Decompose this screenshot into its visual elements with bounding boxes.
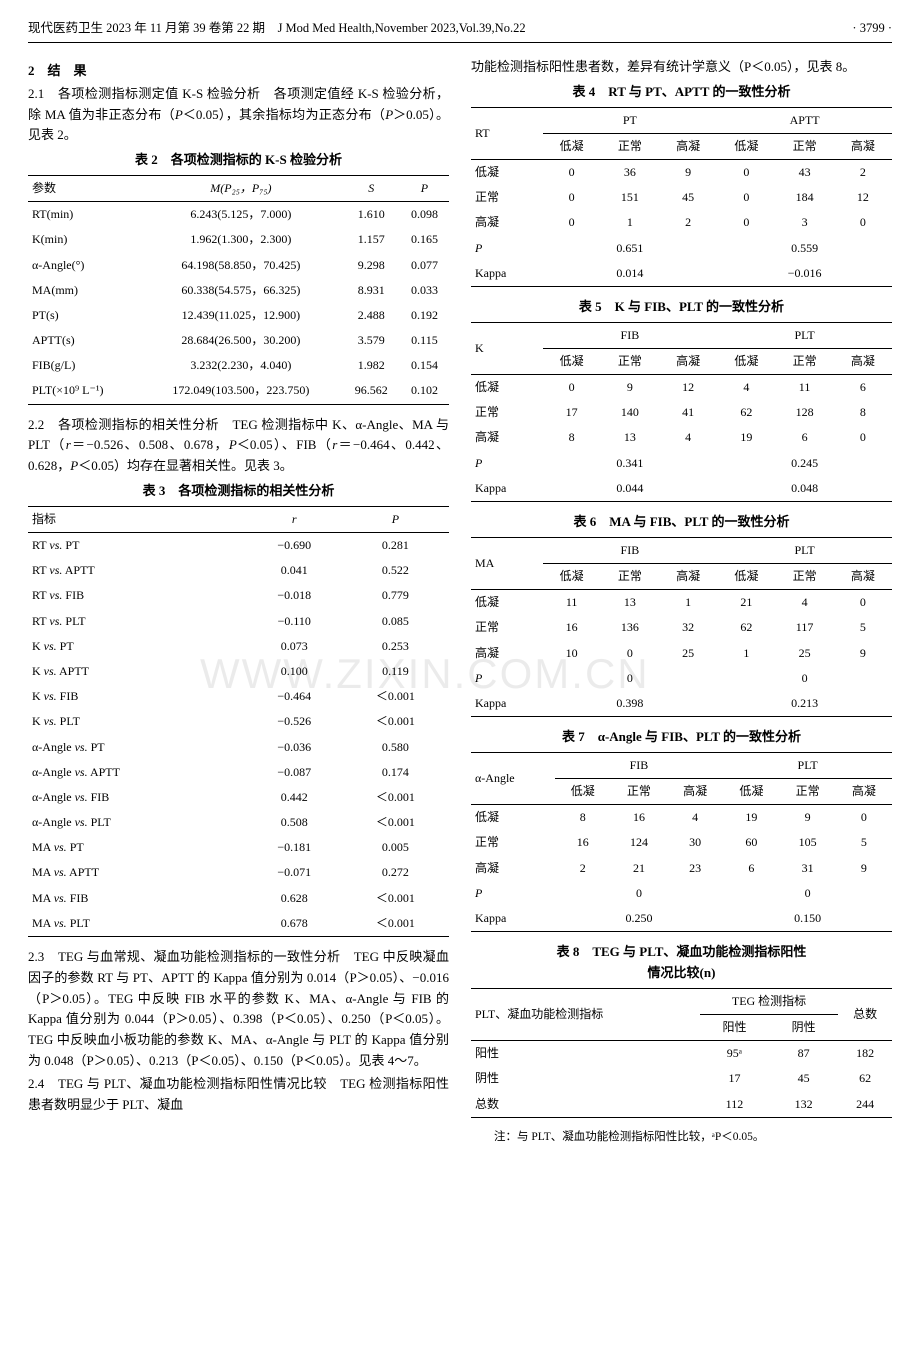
- table-row: FIB(g/L)3.232(2.230，4.040)1.9820.154: [28, 353, 449, 378]
- journal-info: 现代医药卫生 2023 年 11 月第 39 卷第 22 期 J Mod Med…: [28, 18, 526, 38]
- table-row: 正常1613632621175: [471, 615, 892, 640]
- table-row: 正常1612430601055: [471, 830, 892, 855]
- table-3: 表 3 各项检测指标的相关性分析 指标 r P RT vs. PT−0.6900…: [28, 481, 449, 937]
- table6: 表 6 MA 与 FIB、PLT 的一致性分析 MA FIB PLT 低凝正常高…: [471, 512, 892, 717]
- para-2-1: 2.1 各项检测指标测定值 K-S 检验分析 各项测定值经 K-S 检验分析，除…: [28, 84, 449, 146]
- table-row: 阳性95ᵃ87182: [471, 1041, 892, 1067]
- table7-caption: 表 7 α-Angle 与 FIB、PLT 的一致性分析: [471, 727, 892, 748]
- para-2-3: 2.3 TEG 与血常规、凝血功能检测指标的一致性分析 TEG 中反映凝血因子的…: [28, 947, 449, 1072]
- table-row: 高凝100251259: [471, 641, 892, 666]
- table-row: PLT(×10⁹ L⁻¹)172.049(103.500，223.750)96.…: [28, 378, 449, 404]
- table-row: MA vs. PT−0.1810.005: [28, 835, 449, 860]
- table-row: 低凝81641990: [471, 805, 892, 831]
- table-row: RT(min)6.243(5.125，7.000)1.6100.098: [28, 202, 449, 228]
- table-row: α-Angle vs. PT−0.0360.580: [28, 735, 449, 760]
- section-2-heading: 2 结 果: [28, 61, 449, 82]
- table-row: MA vs. FIB0.628＜0.001: [28, 886, 449, 911]
- table-row: α-Angle vs. APTT−0.0870.174: [28, 760, 449, 785]
- table-row: PT(s)12.439(11.025，12.900)2.4880.192: [28, 303, 449, 328]
- table-row: K vs. PT0.0730.253: [28, 634, 449, 659]
- table-row: α-Angle vs. FIB0.442＜0.001: [28, 785, 449, 810]
- table-row: 阴性174562: [471, 1066, 892, 1091]
- table-row: K vs. APTT0.1000.119: [28, 659, 449, 684]
- table-row: APTT(s)28.684(26.500，30.200)3.5790.115: [28, 328, 449, 353]
- table-row: 低凝09124116: [471, 375, 892, 401]
- table-row: RT vs. PLT−0.1100.085: [28, 609, 449, 634]
- table-row: 高凝012030: [471, 210, 892, 235]
- table-row: 总数112132244: [471, 1092, 892, 1118]
- table4-caption: 表 4 RT 与 PT、APTT 的一致性分析: [471, 82, 892, 103]
- table-row: 低凝03690432: [471, 159, 892, 185]
- table-row: 高凝81341960: [471, 425, 892, 450]
- table-row: 低凝111312140: [471, 590, 892, 616]
- table6-caption: 表 6 MA 与 FIB、PLT 的一致性分析: [471, 512, 892, 533]
- left-column: 2 结 果 2.1 各项检测指标测定值 K-S 检验分析 各项测定值经 K-S …: [28, 55, 449, 1146]
- table-row: α-Angle vs. PLT0.508＜0.001: [28, 810, 449, 835]
- table-row: α-Angle(°)64.198(58.850，70.425)9.2980.07…: [28, 253, 449, 278]
- table-row: P00: [471, 666, 892, 691]
- table-row: K(min)1.962(1.300，2.300)1.1570.165: [28, 227, 449, 252]
- table-row: RT vs. PT−0.6900.281: [28, 533, 449, 559]
- table-row: MA vs. PLT0.678＜0.001: [28, 911, 449, 937]
- table-2: 表 2 各项检测指标的 K-S 检验分析 参数 M(P₂₅，P₇₅) S P R…: [28, 150, 449, 404]
- para-2-2: 2.2 各项检测指标的相关性分析 TEG 检测指标中 K、α-Angle、MA …: [28, 415, 449, 477]
- table-row: K vs. PLT−0.526＜0.001: [28, 709, 449, 734]
- table4: 表 4 RT 与 PT、APTT 的一致性分析 RT PT APTT 低凝正常高…: [471, 82, 892, 287]
- table-row: P00: [471, 881, 892, 906]
- table-row: RT vs. FIB−0.0180.779: [28, 583, 449, 608]
- table-8-caption: 表 8 TEG 与 PLT、凝血功能检测指标阳性情况比较(n): [471, 942, 892, 984]
- table-row: K vs. FIB−0.464＜0.001: [28, 684, 449, 709]
- table-2-caption: 表 2 各项检测指标的 K-S 检验分析: [28, 150, 449, 171]
- para-2-4: 2.4 TEG 与 PLT、凝血功能检测指标阳性情况比较 TEG 检测指标阳性患…: [28, 1074, 449, 1116]
- table-row: 高凝221236319: [471, 856, 892, 881]
- table-8-note: 注：与 PLT、凝血功能检测指标阳性比较，ᵃP＜0.05。: [471, 1128, 892, 1146]
- right-column: 功能检测指标阳性患者数，差异有统计学意义（P＜0.05），见表 8。 表 4 R…: [471, 55, 892, 1146]
- table-3-caption: 表 3 各项检测指标的相关性分析: [28, 481, 449, 502]
- table5-caption: 表 5 K 与 FIB、PLT 的一致性分析: [471, 297, 892, 318]
- table-row: P0.6510.559: [471, 236, 892, 261]
- running-header: 现代医药卫生 2023 年 11 月第 39 卷第 22 期 J Mod Med…: [28, 18, 892, 43]
- table-row: Kappa0.3980.213: [471, 691, 892, 717]
- table-row: Kappa0.014−0.016: [471, 261, 892, 287]
- page-number: · 3799 ·: [852, 18, 892, 38]
- table-8: 表 8 TEG 与 PLT、凝血功能检测指标阳性情况比较(n) PLT、凝血功能…: [471, 942, 892, 1118]
- table-row: 正常1714041621288: [471, 400, 892, 425]
- para-cont: 功能检测指标阳性患者数，差异有统计学意义（P＜0.05），见表 8。: [471, 57, 892, 78]
- table-row: 正常015145018412: [471, 185, 892, 210]
- table7: 表 7 α-Angle 与 FIB、PLT 的一致性分析 α-Angle FIB…: [471, 727, 892, 932]
- table-row: RT vs. APTT0.0410.522: [28, 558, 449, 583]
- table-row: P0.3410.245: [471, 451, 892, 476]
- table5: 表 5 K 与 FIB、PLT 的一致性分析 K FIB PLT 低凝正常高凝低…: [471, 297, 892, 502]
- table-row: Kappa0.2500.150: [471, 906, 892, 932]
- table-row: MA vs. APTT−0.0710.272: [28, 860, 449, 885]
- table-row: Kappa0.0440.048: [471, 476, 892, 502]
- table-row: MA(mm)60.338(54.575，66.325)8.9310.033: [28, 278, 449, 303]
